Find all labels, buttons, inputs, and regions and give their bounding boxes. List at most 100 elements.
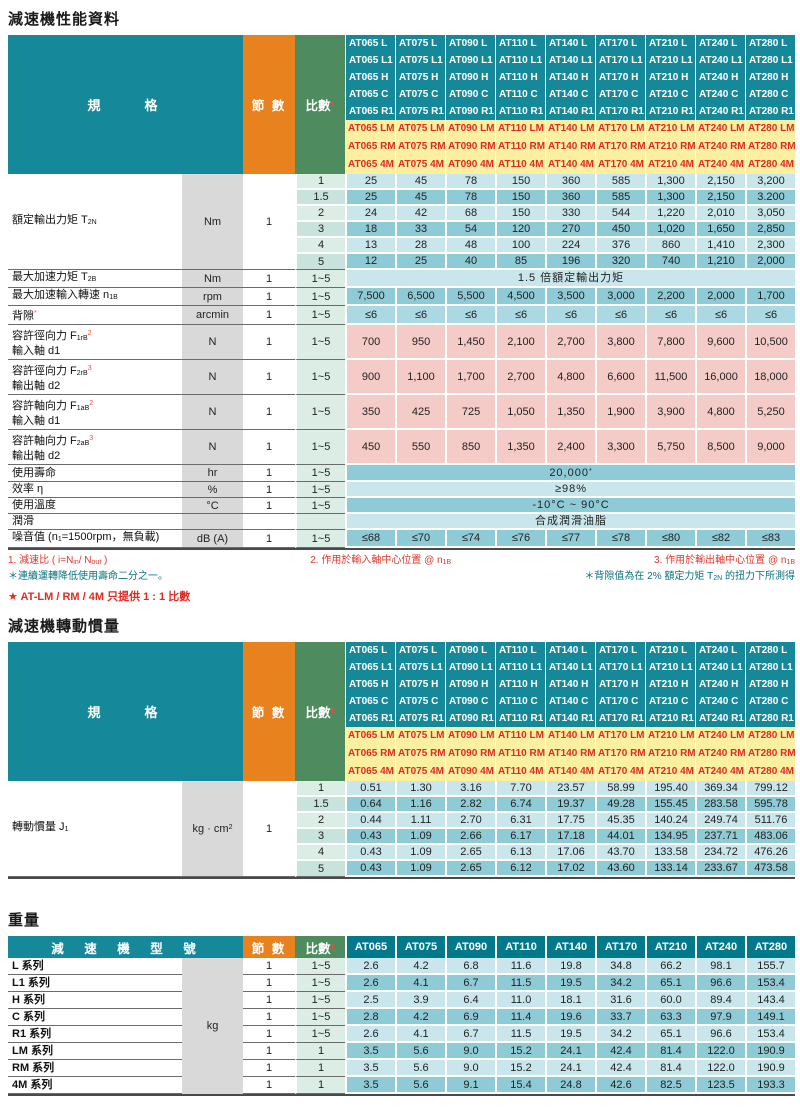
stages-header: 節 數 (243, 642, 296, 781)
model-variant-label: AT090 C (449, 89, 489, 100)
value-cell: 89.4 (695, 992, 746, 1009)
value-cell: 2.6 (345, 958, 396, 975)
value-cell: 42.4 (595, 1043, 646, 1060)
value-cell: 9.0 (445, 1043, 496, 1060)
stages-cell: 1 (243, 430, 296, 465)
stages-cell: 1 (243, 482, 296, 498)
value-cell: 3.5 (345, 1077, 396, 1094)
model-variant-label: AT280 H (749, 72, 789, 83)
value-cell: 17.18 (545, 829, 596, 845)
performance-table-body: 額定輸出力矩 T2N Nm 1 1 25 45 78 150 360 585 1,300 2,150 3… (8, 174, 796, 548)
value-cell: 1,100 (395, 360, 446, 395)
model-variant-m-label: AT075 RM (398, 748, 446, 759)
model-variant-label: AT075 H (399, 679, 439, 690)
table-row: L 系列 kg 1 1~5 2.6 4.2 6.8 11.6 19.8 34.8 66.2 98.1 1… (8, 958, 796, 1094)
table-row: H 系列 1 1~5 2.5 3.9 6.4 11.0 18.1 31.6 60.0 89.4 143… (8, 992, 796, 1009)
value-cell: 360 (545, 190, 596, 206)
model-variant-m-label: AT140 4M (548, 159, 594, 170)
value-cell: 11.5 (495, 975, 546, 992)
ratio-cell: 1~5 (295, 306, 346, 325)
model-variant-m-label: AT065 RM (348, 748, 396, 759)
value-cell: 12 (345, 254, 396, 270)
model-variant-m-label: AT240 LM (698, 123, 745, 134)
table-row: 最大加速力矩 T2B Nm 1 1~5 1.5 倍額定輸出力矩 (8, 270, 796, 288)
model-variant-m-label: AT110 LM (498, 123, 544, 134)
row-label: 潤滑 (8, 514, 182, 530)
model-variant-label: AT075 L1 (399, 662, 443, 673)
stages-cell: 1 (243, 1060, 296, 1077)
value-cell: 16,000 (695, 360, 746, 395)
model-variants-standard: AT170 L AT170 L1 AT170 H AT170 C AT170 R1 (596, 35, 646, 120)
value-cell: 2,700 (545, 325, 596, 360)
model-variants-standard: AT210 L AT210 L1 AT210 H AT210 C AT210 R1 (646, 642, 696, 727)
value-cell: 150 (495, 206, 546, 222)
table-row: L1 系列 1 1~5 2.6 4.1 6.7 11.5 19.5 34.2 65.1 96.6 15… (8, 975, 796, 992)
value-cell: 10,500 (745, 325, 796, 360)
table-row: 5 0.43 1.09 2.65 6.12 17.02 43.60 133.14 233.67 4… (8, 861, 796, 877)
value-cell: 1,300 (645, 190, 696, 206)
table-row: 容許軸向力 F2aB3 輸出軸 d2 N 1 1~5 450 550 850 1,350 2,40… (8, 430, 796, 465)
model-header-cell: AT240 L AT240 L1 AT240 H AT240 C AT240 R1 AT2… (695, 35, 746, 174)
ratio-cell: 1~5 (295, 992, 346, 1009)
value-cell: 450 (595, 222, 646, 238)
model-variant-label: AT110 C (499, 89, 538, 100)
unit-cell: rpm (182, 288, 244, 306)
model-header-cell: AT140 L AT140 L1 AT140 H AT140 C AT140 R1 AT1… (545, 642, 596, 781)
model-variant-label: AT240 H (699, 679, 739, 690)
model-variant-label: AT090 C (449, 696, 489, 707)
row-label: 噪音值 (n1=1500rpm，無負載) (8, 530, 182, 548)
section-performance-title: 減速機性能資料 (8, 11, 121, 28)
model-variants-motor: AT110 LM AT110 RM AT110 4M (496, 727, 546, 781)
stages-cell: 1 (243, 1077, 296, 1094)
table-row: 使用壽命 hr 1 1~5 20,000* (8, 465, 796, 482)
model-variant-label: AT140 C (549, 89, 589, 100)
model-variant-label: AT090 L (449, 38, 488, 49)
model-variant-label: AT090 L1 (449, 662, 493, 673)
model-variant-m-label: AT170 4M (598, 766, 644, 777)
value-cell: 4,500 (495, 288, 546, 306)
unit-cell: Nm (182, 270, 244, 288)
row-label: 效率 η (8, 482, 182, 498)
value-cell: 19.5 (545, 1026, 596, 1043)
model-variants-standard: AT170 L AT170 L1 AT170 H AT170 C AT170 R1 (596, 642, 646, 727)
series-label: H 系列 (8, 992, 182, 1009)
model-variant-m-label: AT280 RM (748, 141, 796, 152)
value-cell: 155.7 (745, 958, 796, 975)
value-cell: 9.1 (445, 1077, 496, 1094)
value-cell: ≤76 (495, 530, 546, 548)
stages-header: 節 數 (243, 936, 296, 958)
ratio-cell: 2 (295, 206, 346, 222)
unit-cell: N (182, 395, 244, 430)
row-label: 轉動慣量 J1 (8, 781, 182, 877)
value-cell: 4,800 (545, 360, 596, 395)
model-variant-m-label: AT280 4M (748, 766, 794, 777)
value-cell: 511.76 (745, 813, 796, 829)
table-row: 5 12 25 40 85 196 320 740 1,210 2,000 (8, 254, 796, 270)
value-cell: ≤6 (345, 306, 396, 325)
value-cell: 31.6 (595, 992, 646, 1009)
ratio-cell: 1~5 (295, 498, 346, 514)
footnote-input-shaft-note: 2. 作用於輸入軸中心位置 @ n1B (310, 555, 452, 566)
value-cell: 483.06 (745, 829, 796, 845)
stages-cell (243, 514, 296, 530)
model-variant-label: AT065 L1 (349, 662, 393, 673)
value-cell: 3,300 (595, 430, 646, 465)
ratio-cell: 2 (295, 813, 346, 829)
value-cell: 33.7 (595, 1009, 646, 1026)
stages-cell: 1 (243, 395, 296, 430)
model-variant-m-label: AT210 LM (648, 123, 695, 134)
table-row: 額定輸出力矩 T2N Nm 1 1 25 45 78 150 360 585 1,300 2,150 3… (8, 174, 796, 270)
value-cell: 376 (595, 238, 646, 254)
stages-cell: 1 (243, 325, 296, 360)
footnote-backlash-note: ＊背隙值為在 2% 額定力矩 T2N 的扭力下所測得 (584, 571, 795, 582)
ratio-cell: 1~5 (295, 395, 346, 430)
value-cell: 450 (345, 430, 396, 465)
value-cell: 1,050 (495, 395, 546, 430)
value-cell: 544 (595, 206, 646, 222)
value-cell: ≤6 (545, 306, 596, 325)
value-cell: 78 (445, 174, 496, 190)
value-cell: 320 (595, 254, 646, 270)
model-variant-label: AT240 L1 (699, 662, 743, 673)
value-cell: 100 (495, 238, 546, 254)
